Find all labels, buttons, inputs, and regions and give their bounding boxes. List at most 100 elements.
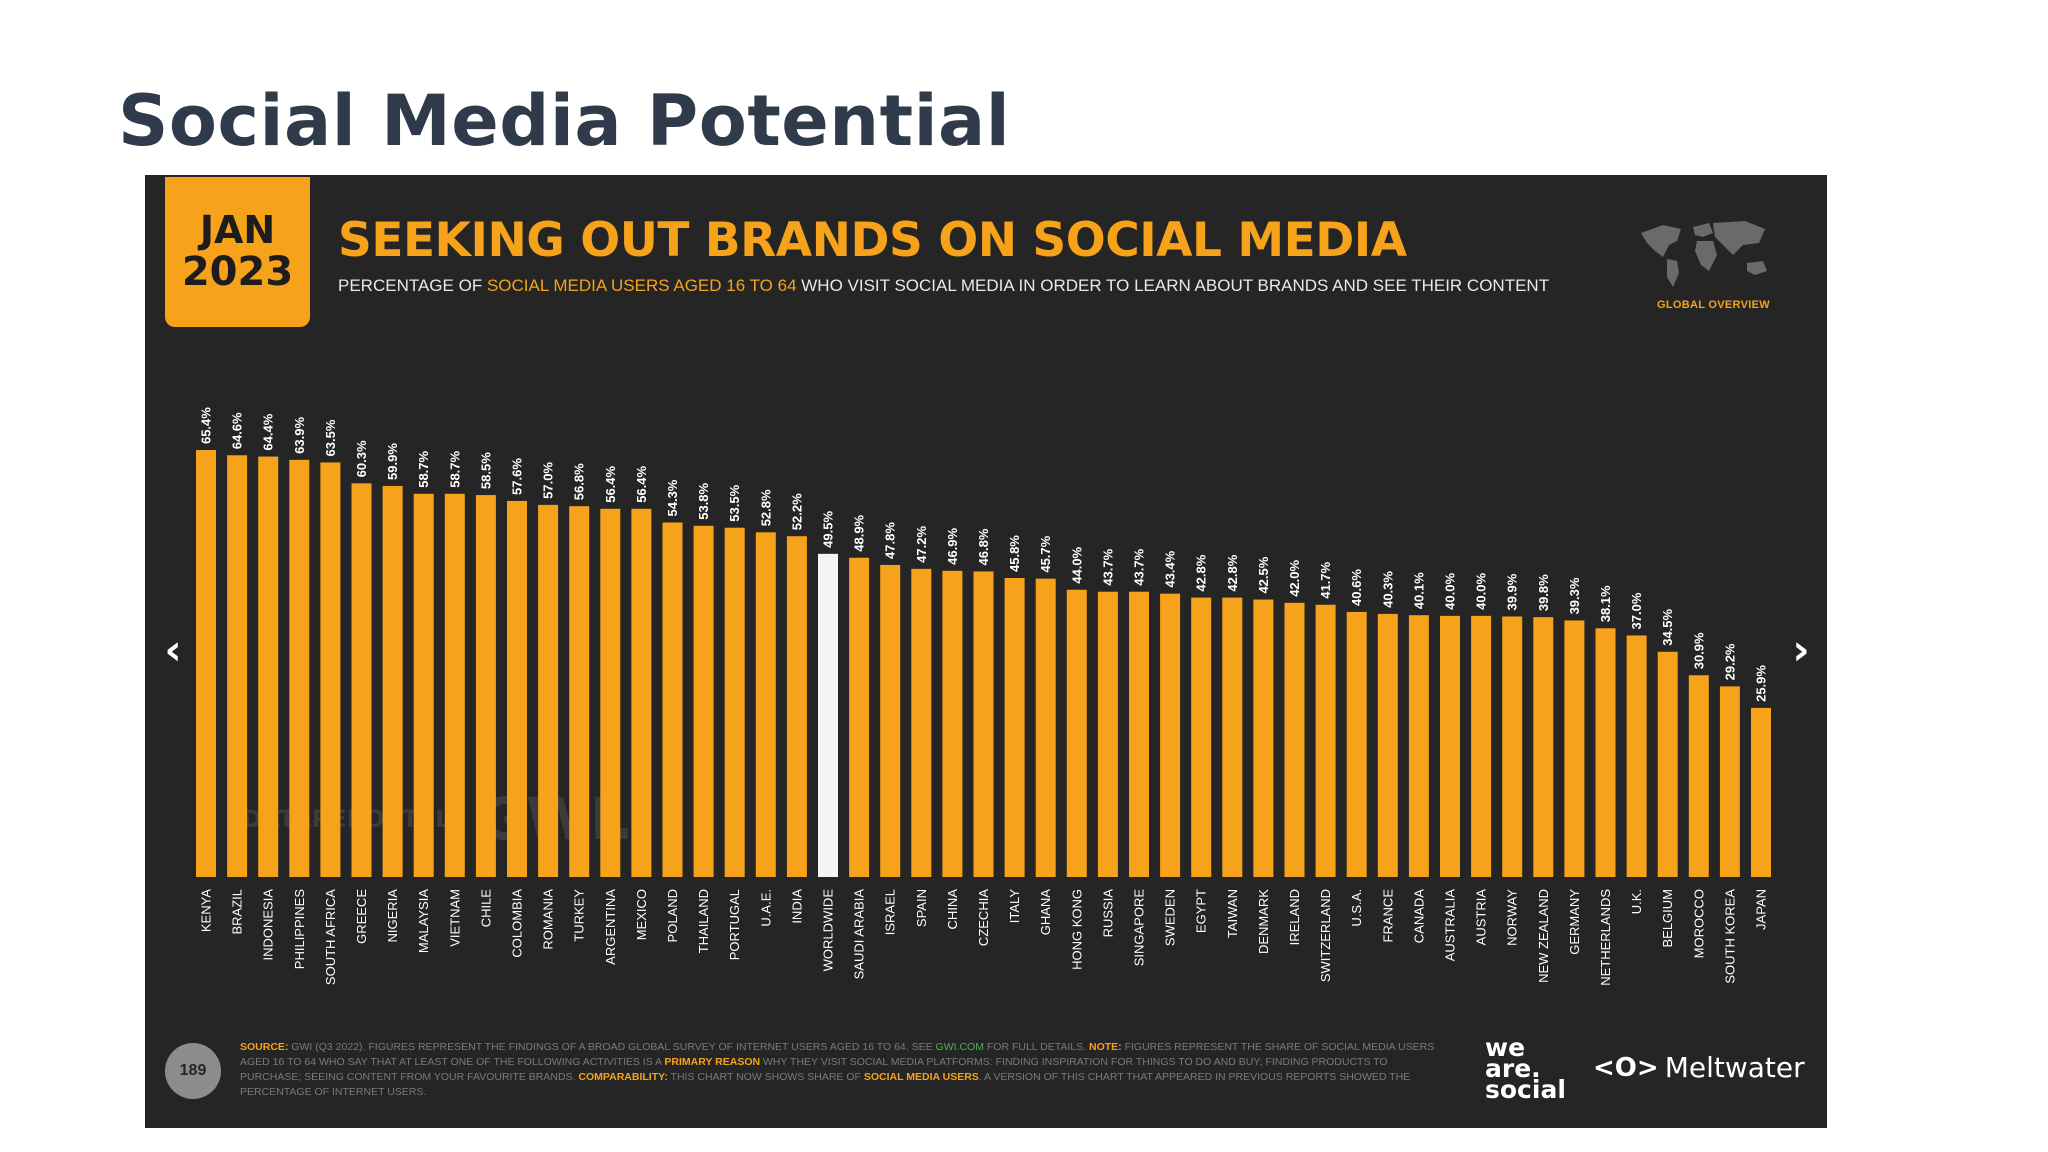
source-notes: SOURCE: GWI (Q3 2022). FIGURES REPRESENT… [240,1040,1440,1100]
value-label: 41.7% [1318,561,1333,598]
gwi-link[interactable]: GWI.COM [935,1041,984,1053]
value-label: 42.0% [1287,559,1302,596]
bar-poland [662,522,683,877]
value-label: 42.5% [1256,556,1271,593]
source-text: GWI (Q3 2022). FIGURES REPRESENT THE FIN… [288,1041,936,1053]
value-label: 40.0% [1443,573,1458,610]
date-badge: JAN 2023 [165,177,310,327]
value-label: 39.3% [1567,577,1582,614]
bar-france [1377,613,1398,877]
meltwater-logo-icon: <O> [1593,1052,1659,1083]
bar-india [786,536,807,877]
category-label: AUSTRIA [1474,889,1489,946]
badge-year: 2023 [181,248,294,295]
bar-ireland [1284,602,1305,877]
category-label: ITALY [1007,889,1022,924]
value-label: 49.5% [821,511,836,548]
category-label: SWEDEN [1163,889,1178,946]
bar-kenya [196,450,216,877]
was-line-1: we [1485,1033,1526,1062]
value-label: 58.7% [416,450,431,487]
category-label: U.K. [1629,889,1644,914]
value-label: 40.6% [1349,569,1364,606]
category-label: IRELAND [1287,889,1302,945]
value-label: 57.0% [541,462,556,499]
bar-u-a-e [755,532,776,877]
bar-egypt [1191,597,1212,877]
bar-morocco [1688,675,1709,877]
bar-italy [1004,577,1025,877]
category-label: ARGENTINA [603,889,618,965]
chart-title: SEEKING OUT BRANDS ON SOCIAL MEDIA [338,213,1407,268]
value-label: 42.8% [1194,554,1209,591]
category-label: ROMANIA [541,889,556,950]
bar-ghana [1035,578,1056,877]
value-label: 34.5% [1660,608,1675,645]
category-label: INDONESIA [261,889,276,961]
value-label: 53.8% [696,482,711,519]
value-label: 56.4% [603,465,618,502]
value-label: 43.4% [1163,550,1178,587]
bar-belgium [1657,651,1678,877]
bar-indonesia [258,456,279,877]
value-label: 29.2% [1722,643,1737,680]
category-label: KENYA [199,889,214,932]
category-label: PORTUGAL [727,889,742,960]
value-label: 47.2% [914,526,929,563]
comparability-text-2: . A VERSION OF THIS CHART THAT APPEARED … [240,1071,1411,1098]
value-label: 58.5% [478,452,493,489]
value-label: 65.4% [199,407,214,444]
category-label: NETHERLANDS [1598,889,1613,986]
next-slide-button[interactable]: › [1792,624,1810,674]
category-label: PHILIPPINES [292,889,307,970]
value-label: 56.4% [634,465,649,502]
bar-germany [1564,620,1585,877]
value-label: 43.7% [1132,548,1147,585]
category-label: THAILAND [696,889,711,953]
previous-slide-button[interactable]: ‹ [164,624,182,674]
bar-australia [1440,615,1460,877]
bar-switzerland [1315,604,1336,877]
category-label: CHILE [478,889,493,928]
note-text: FIGURES REPRESENT THE SHARE OF SOCIAL ME… [240,1041,1435,1068]
category-label: CHINA [945,889,960,930]
category-label: GERMANY [1567,889,1582,955]
value-label: 43.7% [1100,548,1115,585]
value-label: 56.8% [572,463,587,500]
bar-malaysia [413,493,434,877]
value-label: 53.5% [727,484,742,521]
meltwater-wordmark: Meltwater [1664,1051,1805,1084]
category-label: BELGIUM [1660,889,1675,948]
bar-sweden [1160,593,1181,877]
category-label: INDIA [789,889,804,924]
note-text-2: WHY THEY VISIT SOCIAL MEDIA PLATFORMS: F… [240,1056,1388,1083]
category-label: BRAZIL [230,889,245,935]
page-number-badge: 189 [165,1043,221,1099]
bar-denmark [1253,599,1274,877]
comparability-text: THIS CHART NOW SHOWS SHARE OF [667,1071,864,1083]
value-label: 52.2% [789,493,804,530]
value-label: 40.3% [1380,571,1395,608]
category-label: MOROCCO [1691,889,1706,958]
value-label: 63.9% [292,417,307,454]
category-label: SWITZERLAND [1318,889,1333,982]
category-label: SAUDI ARABIA [852,889,867,980]
category-label: CANADA [1411,889,1426,944]
category-label: DENMARK [1256,889,1271,954]
bar-romania [538,504,559,877]
value-label: 42.8% [1225,554,1240,591]
value-label: 40.0% [1474,573,1489,610]
bar-south-africa [320,462,341,877]
bar-singapore [1129,591,1149,877]
bar-spain [911,568,932,877]
bar-austria [1471,615,1492,877]
category-label: COLOMBIA [510,889,525,958]
bar-nigeria [382,485,403,877]
category-label: AUSTRALIA [1443,889,1458,962]
category-label: MALAYSIA [416,889,431,953]
bar-vietnam [444,493,465,877]
bar-south-korea [1719,686,1740,877]
bar-saudi-arabia [849,557,870,877]
value-label: 64.4% [261,413,276,450]
subtitle-prefix: PERCENTAGE OF [338,276,487,295]
